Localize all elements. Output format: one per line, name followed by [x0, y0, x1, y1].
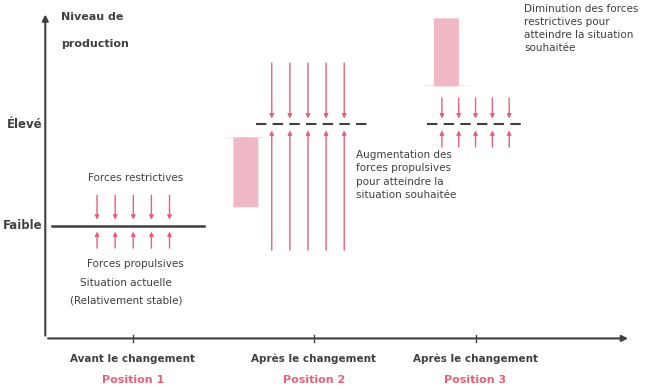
Text: Diminution des forces
restrictives pour
atteindre la situation
souhaitée: Diminution des forces restrictives pour … — [524, 4, 639, 54]
Text: Faible: Faible — [3, 219, 42, 232]
Text: Niveau de: Niveau de — [61, 12, 124, 22]
Text: Après le changement: Après le changement — [413, 354, 538, 364]
Text: Position 3: Position 3 — [444, 375, 507, 385]
Text: Situation actuelle: Situation actuelle — [80, 278, 172, 288]
Text: Élevé: Élevé — [6, 118, 42, 131]
Text: Après le changement: Après le changement — [251, 354, 377, 364]
Text: Position 2: Position 2 — [283, 375, 345, 385]
Text: Avant le changement: Avant le changement — [70, 354, 195, 364]
Text: Forces restrictives: Forces restrictives — [88, 173, 184, 183]
Text: Position 1: Position 1 — [102, 375, 164, 385]
Text: Augmentation des
forces propulsives
pour atteindre la
situation souhaitée: Augmentation des forces propulsives pour… — [356, 150, 456, 200]
Text: Forces propulsives: Forces propulsives — [87, 259, 184, 269]
Text: production: production — [61, 39, 129, 49]
Text: (Relativement stable): (Relativement stable) — [70, 296, 182, 306]
